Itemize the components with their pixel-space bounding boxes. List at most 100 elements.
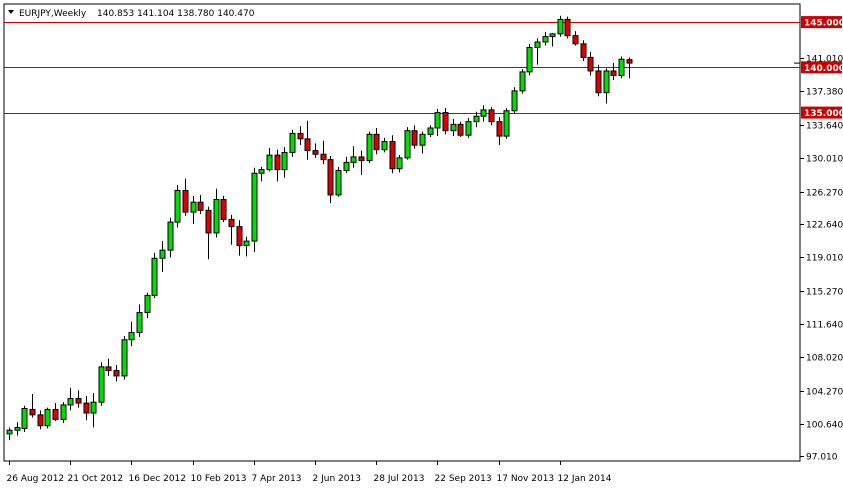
x-tick-label: 12 Jan 2014 [558, 474, 612, 484]
candle-body-bear [564, 18, 571, 37]
x-tick-label: 21 Oct 2012 [68, 474, 124, 484]
candle [427, 125, 434, 138]
candle-body-bull [6, 429, 13, 435]
level-label-1: 140.000 [801, 61, 843, 74]
candle [167, 217, 174, 258]
candle [266, 147, 273, 172]
candle-body-bull [519, 71, 526, 92]
candle [182, 178, 189, 216]
candle [542, 32, 549, 46]
candle [90, 393, 97, 428]
candle [37, 410, 44, 430]
candle-body-bear [197, 201, 204, 211]
candle [480, 105, 487, 122]
candle-body-bull [557, 18, 564, 35]
y-tick-label: 126.270 [806, 189, 843, 199]
candle [304, 120, 311, 160]
candle [289, 129, 296, 157]
y-tick-label: 100.640 [806, 421, 843, 431]
candle [128, 321, 135, 347]
candle-body-bull [60, 404, 67, 420]
candle [243, 236, 250, 257]
candle-body-bear [626, 59, 633, 64]
level-label-2-bg [801, 106, 842, 119]
x-tick-label: 10 Feb 2013 [191, 474, 247, 484]
y-tick-label: 137.380 [806, 88, 843, 98]
candle-body-bear [29, 408, 36, 416]
candle-body-bull [343, 161, 350, 172]
x-tick-label: 22 Sep 2013 [435, 474, 492, 484]
candle [496, 117, 503, 146]
candle [549, 32, 556, 47]
candle [205, 206, 212, 260]
candle-body-bull [419, 133, 426, 146]
y-tick-label: 122.640 [806, 221, 843, 231]
candle [105, 358, 112, 376]
candle-body-bull [473, 115, 480, 123]
candle [534, 38, 541, 65]
candle [6, 427, 13, 441]
candle-body-bear [373, 133, 380, 151]
candles [6, 15, 633, 441]
candle-body-bull [136, 312, 143, 333]
candle [274, 149, 281, 182]
candle [557, 15, 564, 37]
candle [44, 407, 51, 429]
candle-body-bull [44, 408, 51, 427]
candle-body-bull [144, 294, 151, 314]
candle-body-bear [587, 56, 594, 72]
candle [197, 194, 204, 214]
dropdown-triangle-icon[interactable] [8, 10, 14, 14]
candle-body-bear [610, 70, 617, 76]
candle [564, 16, 571, 39]
x-tick-label: 17 Nov 2013 [497, 474, 555, 484]
candle [587, 51, 594, 76]
x-tick-label: 26 Aug 2012 [7, 474, 65, 484]
candle-body-bull [350, 156, 357, 163]
candle-body-bull [366, 133, 373, 162]
candle [350, 146, 357, 168]
candle-body-bear [442, 112, 449, 132]
candle-body-bear [236, 226, 243, 247]
candle [258, 166, 265, 182]
level-label-0: 145.000 [801, 16, 843, 29]
candle [366, 131, 373, 164]
level-label-1-text: 140.000 [804, 64, 843, 74]
candle-body-bull [289, 132, 296, 153]
candle-body-bear [37, 414, 44, 427]
candle [228, 214, 235, 245]
candle [595, 64, 602, 97]
candle-body-bull [503, 110, 510, 137]
candle-body-bull [67, 398, 74, 406]
candle-body-bear [312, 150, 319, 155]
candle-body-bear [304, 138, 311, 152]
candle-body-bull [526, 46, 533, 73]
candle [610, 62, 617, 81]
candle [488, 107, 495, 126]
candle [358, 150, 365, 176]
candle-body-bull [542, 36, 549, 43]
candle [320, 140, 327, 165]
candle-body-bull [434, 112, 441, 129]
candle [159, 241, 166, 272]
candle-body-bear [75, 398, 82, 404]
candle-body-bear [572, 35, 579, 45]
y-tick-label: 111.640 [806, 321, 843, 331]
candle [465, 118, 472, 138]
candle [572, 31, 579, 46]
candle-body-bear [389, 141, 396, 170]
candle-body-bull [396, 157, 403, 170]
candle-body-bear [327, 159, 334, 196]
candle-body-bull [159, 249, 166, 259]
horizontal-levels [4, 22, 800, 114]
candle [151, 252, 158, 299]
candle-body-bull [603, 70, 610, 94]
candle [60, 402, 67, 423]
y-tick-label: 141.010 [806, 55, 843, 65]
candle-body-bear [496, 121, 503, 137]
candle-body-bear [105, 366, 112, 372]
candle [327, 156, 334, 204]
